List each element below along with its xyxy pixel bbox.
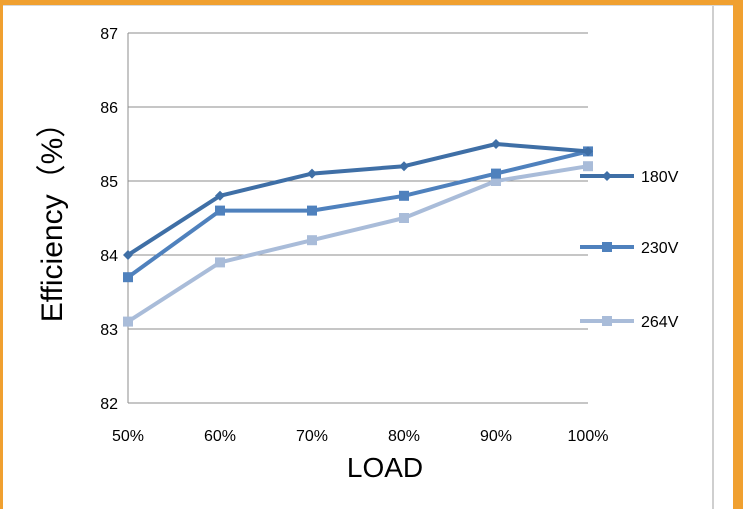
legend-label: 180V <box>641 169 679 186</box>
data-point <box>399 161 409 172</box>
legend-item-230V: 230V <box>580 240 679 257</box>
data-point <box>123 250 133 260</box>
data-point <box>491 176 501 186</box>
x-tick-label: 60% <box>204 428 236 445</box>
data-point <box>307 168 317 179</box>
y-axis-title: Efficiency（%） <box>36 108 69 323</box>
data-point <box>399 190 409 201</box>
legend-marker <box>602 316 612 326</box>
x-tick-label: 70% <box>296 428 328 445</box>
x-tick-label: 90% <box>480 428 512 445</box>
data-point <box>491 139 501 149</box>
data-point <box>583 161 593 172</box>
data-point <box>583 146 593 157</box>
legend-label: 264V <box>641 314 679 331</box>
data-point <box>215 257 225 268</box>
data-point <box>215 205 225 216</box>
data-point <box>399 213 409 223</box>
data-point <box>123 316 133 327</box>
top-accent-border <box>0 0 743 5</box>
x-tick-label: 50% <box>112 428 144 445</box>
y-tick-label: 85 <box>100 174 118 191</box>
data-point <box>491 168 501 179</box>
legend-label: 230V <box>641 240 679 257</box>
legend-marker <box>602 171 612 181</box>
legend-item-180V: 180V <box>580 169 679 186</box>
top-divider <box>3 5 733 6</box>
legend-item-264V: 264V <box>580 314 679 331</box>
y-tick-label: 83 <box>100 322 118 339</box>
data-point <box>307 235 317 246</box>
series-lines <box>123 139 593 327</box>
series-line <box>126 149 589 279</box>
data-point <box>123 272 133 283</box>
legend: 180V 230V 264V <box>580 169 679 331</box>
x-tick-label: 80% <box>388 428 420 445</box>
data-point <box>215 190 225 201</box>
y-tick-label: 87 <box>100 26 118 43</box>
right-accent-border <box>733 0 743 509</box>
y-tick-label: 84 <box>100 248 118 265</box>
data-point <box>307 205 317 216</box>
y-tick-labels: 82 83 84 85 86 87 <box>100 26 118 413</box>
y-tick-label: 86 <box>100 100 118 117</box>
series-180V <box>123 139 593 260</box>
x-tick-label: 100% <box>568 428 609 445</box>
series-line <box>126 142 589 257</box>
legend-marker <box>602 242 612 252</box>
left-accent-border <box>0 0 3 509</box>
gridlines <box>128 32 588 404</box>
y-tick-label: 82 <box>100 396 118 413</box>
series-264V <box>123 161 593 327</box>
right-divider <box>712 5 714 509</box>
series-line <box>126 164 589 324</box>
x-axis-title: LOAD <box>347 452 423 483</box>
x-tick-labels: 50% 60% 70% 80% 90% 100% <box>112 428 608 445</box>
